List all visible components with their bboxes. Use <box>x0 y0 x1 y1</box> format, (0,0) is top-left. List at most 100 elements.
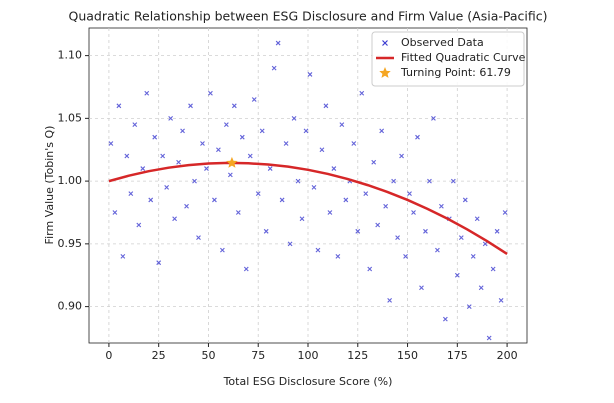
scatter-point <box>327 210 333 215</box>
scatter-point <box>319 147 325 153</box>
scatter-point <box>371 159 377 165</box>
x-tick-label: 0 <box>105 349 112 362</box>
scatter-point <box>442 316 448 322</box>
scatter-point <box>144 90 150 96</box>
scatter-point <box>148 197 154 203</box>
scatter-point <box>116 103 122 109</box>
scatter-point <box>136 222 142 228</box>
scatter-point <box>223 122 229 128</box>
scatter-point <box>399 153 404 159</box>
scatter-point <box>247 153 253 159</box>
scatter-point <box>208 90 213 96</box>
scatter-point <box>379 128 385 134</box>
scatter-point <box>108 141 114 146</box>
chart-title: Quadratic Relationship between ESG Discl… <box>69 9 548 24</box>
scatter-point <box>216 147 221 153</box>
x-tick-label: 125 <box>347 349 368 362</box>
scatter-point <box>172 216 177 222</box>
scatter-point <box>263 228 269 234</box>
scatter-point <box>287 241 293 247</box>
scatter-point <box>275 40 281 46</box>
x-tick-label: 25 <box>152 349 166 362</box>
scatter-point <box>259 128 265 134</box>
y-axis-label: Firm Value (Tobin's Q) <box>43 126 56 245</box>
scatter-point <box>128 191 134 197</box>
scatter-point <box>458 235 464 240</box>
scatter-point <box>423 228 428 234</box>
scatter-point <box>482 241 488 247</box>
scatter-point <box>299 216 305 222</box>
x-axis-label: Total ESG Disclosure Score (%) <box>223 375 393 388</box>
legend-box <box>371 31 525 87</box>
scatter-point <box>415 134 420 140</box>
scatter-point <box>251 97 257 102</box>
scatter-point <box>291 115 297 121</box>
scatter-point <box>200 141 205 146</box>
scatter-point <box>427 178 432 184</box>
scatter-point <box>267 166 273 171</box>
scatter-point <box>164 184 170 190</box>
scatter-point <box>220 247 225 253</box>
scatter-point <box>343 197 349 203</box>
scatter-point <box>439 203 444 209</box>
scatter-point <box>351 141 357 146</box>
scatter-point <box>140 166 146 171</box>
turning-point <box>226 156 238 168</box>
scatter-point <box>435 247 440 253</box>
scatter-point <box>331 166 337 171</box>
legend-label: Turning Point: 61.79 <box>400 66 511 79</box>
scatter-point <box>160 153 166 159</box>
x-tick-label: 150 <box>397 349 418 362</box>
scatter-point <box>204 166 209 171</box>
scatter-point <box>367 266 373 272</box>
scatter-point <box>466 304 472 309</box>
scatter-point <box>188 103 193 109</box>
scatter-point <box>295 178 301 184</box>
scatter-point <box>184 203 189 209</box>
scatter-point <box>431 115 436 121</box>
scatter-point <box>335 254 341 259</box>
scatter-point <box>498 297 504 303</box>
x-tick-label: 175 <box>447 349 468 362</box>
scatter-point <box>168 115 174 121</box>
y-tick-label: 0.90 <box>58 300 83 313</box>
scatter-point <box>474 216 480 222</box>
scatter-point <box>395 235 400 240</box>
scatter-point <box>132 122 138 128</box>
scatter-point <box>383 203 389 209</box>
scatter-point <box>303 128 309 134</box>
y-tick-label: 0.95 <box>58 237 83 250</box>
y-tick-label: 1.10 <box>58 49 83 62</box>
scatter-point <box>462 197 468 203</box>
scatter-point <box>243 266 249 272</box>
scatter-point <box>152 134 158 140</box>
scatter-point <box>375 222 381 228</box>
scatter-point <box>311 184 317 190</box>
scatter-point <box>231 103 237 109</box>
scatter-point <box>255 191 261 197</box>
scatter-point <box>359 90 365 96</box>
scatter-point <box>283 141 289 146</box>
scatter-point <box>419 285 424 291</box>
scatter-point <box>192 178 197 184</box>
x-tick-label: 75 <box>251 349 265 362</box>
scatter-point <box>339 122 345 128</box>
legend-marker <box>382 40 388 46</box>
scatter-point <box>235 210 241 215</box>
scatter-point <box>156 260 162 266</box>
y-tick-label: 1.00 <box>58 174 83 187</box>
scatter-point <box>391 178 396 184</box>
scatter-point <box>470 254 476 259</box>
scatter-point <box>450 178 456 184</box>
x-tick-label: 200 <box>497 349 518 362</box>
scatter-point <box>124 153 130 159</box>
x-tick-label: 100 <box>298 349 319 362</box>
x-tick-label: 50 <box>201 349 215 362</box>
scatter-point <box>363 191 369 197</box>
scatter-point <box>323 103 329 109</box>
scatter-point <box>112 210 118 215</box>
scatter-point <box>176 159 181 165</box>
fitted-curve <box>108 161 508 255</box>
scatter-point <box>387 297 393 303</box>
